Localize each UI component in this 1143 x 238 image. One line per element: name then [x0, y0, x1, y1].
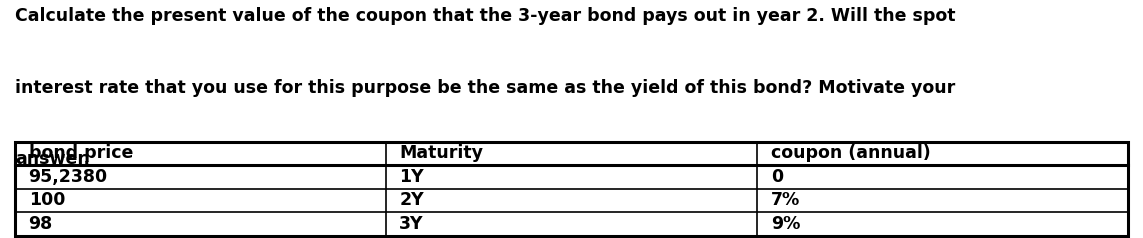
Text: coupon (annual): coupon (annual) — [772, 144, 930, 162]
Text: bond price: bond price — [29, 144, 133, 162]
Text: 100: 100 — [29, 191, 65, 209]
Text: 98: 98 — [29, 215, 53, 233]
Text: Maturity: Maturity — [399, 144, 483, 162]
Text: 0: 0 — [772, 168, 783, 186]
Text: 2Y: 2Y — [399, 191, 424, 209]
Text: 9%: 9% — [772, 215, 800, 233]
Text: 3Y: 3Y — [399, 215, 424, 233]
Text: 7%: 7% — [772, 191, 800, 209]
Text: 1Y: 1Y — [399, 168, 424, 186]
Text: Calculate the present value of the coupon that the 3-year bond pays out in year : Calculate the present value of the coupo… — [15, 7, 956, 25]
Bar — [15, 142, 1128, 236]
Text: interest rate that you use for this purpose be the same as the yield of this bon: interest rate that you use for this purp… — [15, 79, 956, 97]
Text: answer.: answer. — [15, 150, 90, 168]
Text: 95,2380: 95,2380 — [29, 168, 107, 186]
